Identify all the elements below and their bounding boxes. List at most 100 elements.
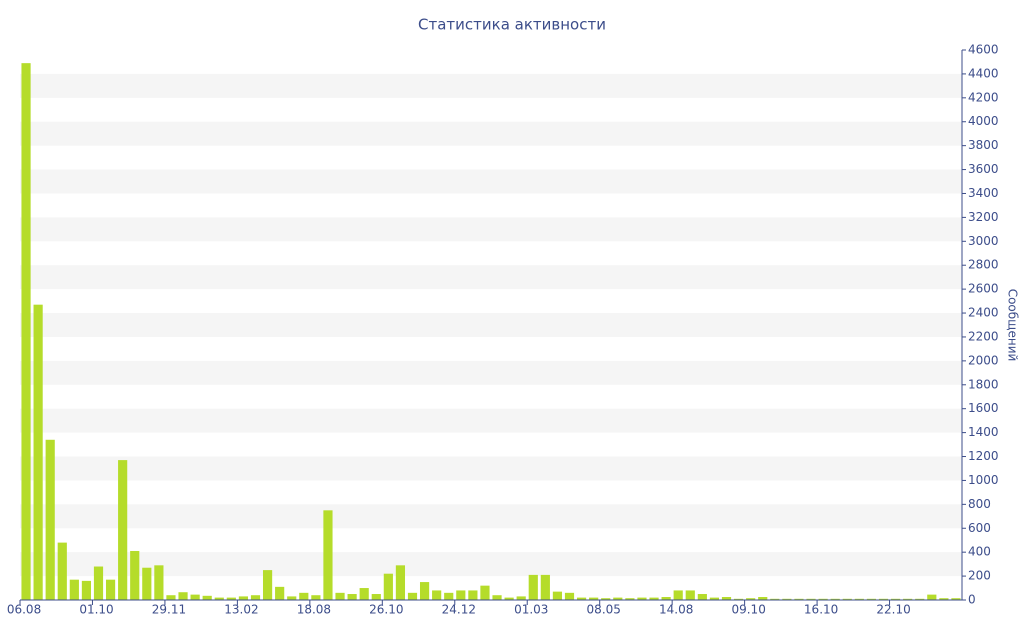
y-tick-label: 1800 xyxy=(968,377,999,391)
bar xyxy=(697,594,707,600)
x-tick-label: 16.10 xyxy=(804,603,838,617)
bar xyxy=(57,542,67,600)
bar xyxy=(395,565,406,600)
x-tick-label: 13.02 xyxy=(224,603,258,617)
y-tick-label: 3600 xyxy=(968,162,999,176)
grid-band xyxy=(20,217,962,242)
bar xyxy=(589,597,599,600)
y-tick-label: 3800 xyxy=(968,138,999,152)
grid-band xyxy=(20,456,962,481)
bar xyxy=(818,598,828,600)
bar xyxy=(407,592,418,600)
bar xyxy=(444,592,454,600)
bar xyxy=(649,597,659,600)
bar xyxy=(371,594,381,600)
bar xyxy=(939,598,949,600)
bar xyxy=(468,590,478,600)
bar xyxy=(806,598,816,600)
y-tick-label: 2200 xyxy=(968,329,999,343)
bar xyxy=(383,573,393,600)
bar xyxy=(419,582,430,600)
y-tick-label: 4400 xyxy=(968,66,999,80)
bar xyxy=(432,590,442,600)
bar xyxy=(794,598,804,600)
x-tick-label: 09.10 xyxy=(731,603,765,617)
bar xyxy=(238,596,249,600)
bar xyxy=(878,598,889,600)
bar xyxy=(854,598,864,600)
bar xyxy=(33,304,43,600)
bar xyxy=(250,595,261,600)
bar xyxy=(21,63,31,601)
bar xyxy=(576,597,587,600)
bar xyxy=(323,510,333,600)
y-tick-label: 1200 xyxy=(968,449,999,463)
grid-band xyxy=(20,265,962,290)
bar xyxy=(866,598,877,600)
y-tick-label: 3400 xyxy=(968,186,999,200)
bar xyxy=(335,592,345,600)
bar xyxy=(311,595,321,600)
bar xyxy=(709,597,720,600)
bar xyxy=(842,598,852,600)
bar xyxy=(226,597,236,600)
bar xyxy=(685,590,695,600)
bar xyxy=(915,598,925,600)
bar xyxy=(721,597,732,600)
bar xyxy=(746,598,756,600)
grid-band xyxy=(20,360,962,385)
y-tick-label: 200 xyxy=(968,569,991,583)
x-tick-label: 18.08 xyxy=(297,603,331,617)
bar xyxy=(540,574,550,600)
bar xyxy=(492,595,502,600)
bar xyxy=(890,598,901,600)
y-tick-label: 2600 xyxy=(968,282,999,296)
y-tick-label: 1000 xyxy=(968,473,999,487)
bar xyxy=(214,597,224,600)
grid-band xyxy=(20,73,962,98)
grid-band xyxy=(20,408,962,433)
bar xyxy=(299,592,309,600)
bar xyxy=(637,597,647,600)
bar xyxy=(782,598,792,600)
bar xyxy=(625,598,635,600)
bar xyxy=(118,460,128,600)
bar xyxy=(516,596,526,600)
y-tick-label: 3000 xyxy=(968,234,999,248)
x-tick-label: 29.11 xyxy=(152,603,186,617)
bar xyxy=(105,579,116,600)
x-tick-label: 01.10 xyxy=(79,603,113,617)
x-tick-label: 14.08 xyxy=(659,603,693,617)
y-axis-title: Сообщений xyxy=(1006,289,1020,362)
bar xyxy=(951,598,961,600)
x-tick-label: 24.12 xyxy=(442,603,476,617)
bar xyxy=(601,598,611,600)
bar xyxy=(758,597,768,600)
y-tick-label: 4200 xyxy=(968,90,999,104)
chart-title: Статистика активности xyxy=(418,16,606,34)
y-tick-label: 2400 xyxy=(968,306,999,320)
bar xyxy=(93,566,104,600)
bar xyxy=(552,591,563,600)
x-tick-label: 06.08 xyxy=(7,603,41,617)
y-tick-label: 1400 xyxy=(968,425,999,439)
bar xyxy=(262,570,273,600)
grid-band xyxy=(20,121,962,146)
bar xyxy=(661,597,671,600)
y-tick-label: 0 xyxy=(968,593,976,607)
bar xyxy=(830,598,840,600)
bar xyxy=(287,596,297,600)
x-tick-label: 08.05 xyxy=(587,603,621,617)
y-tick-label: 600 xyxy=(968,521,991,535)
bar xyxy=(45,439,55,600)
bar xyxy=(130,550,140,600)
bar xyxy=(359,588,369,600)
bar xyxy=(202,595,212,600)
bar xyxy=(673,590,683,600)
bar xyxy=(347,594,357,600)
bar xyxy=(770,598,780,600)
bar xyxy=(456,590,466,600)
bar xyxy=(166,595,176,600)
grid-band xyxy=(20,504,962,529)
